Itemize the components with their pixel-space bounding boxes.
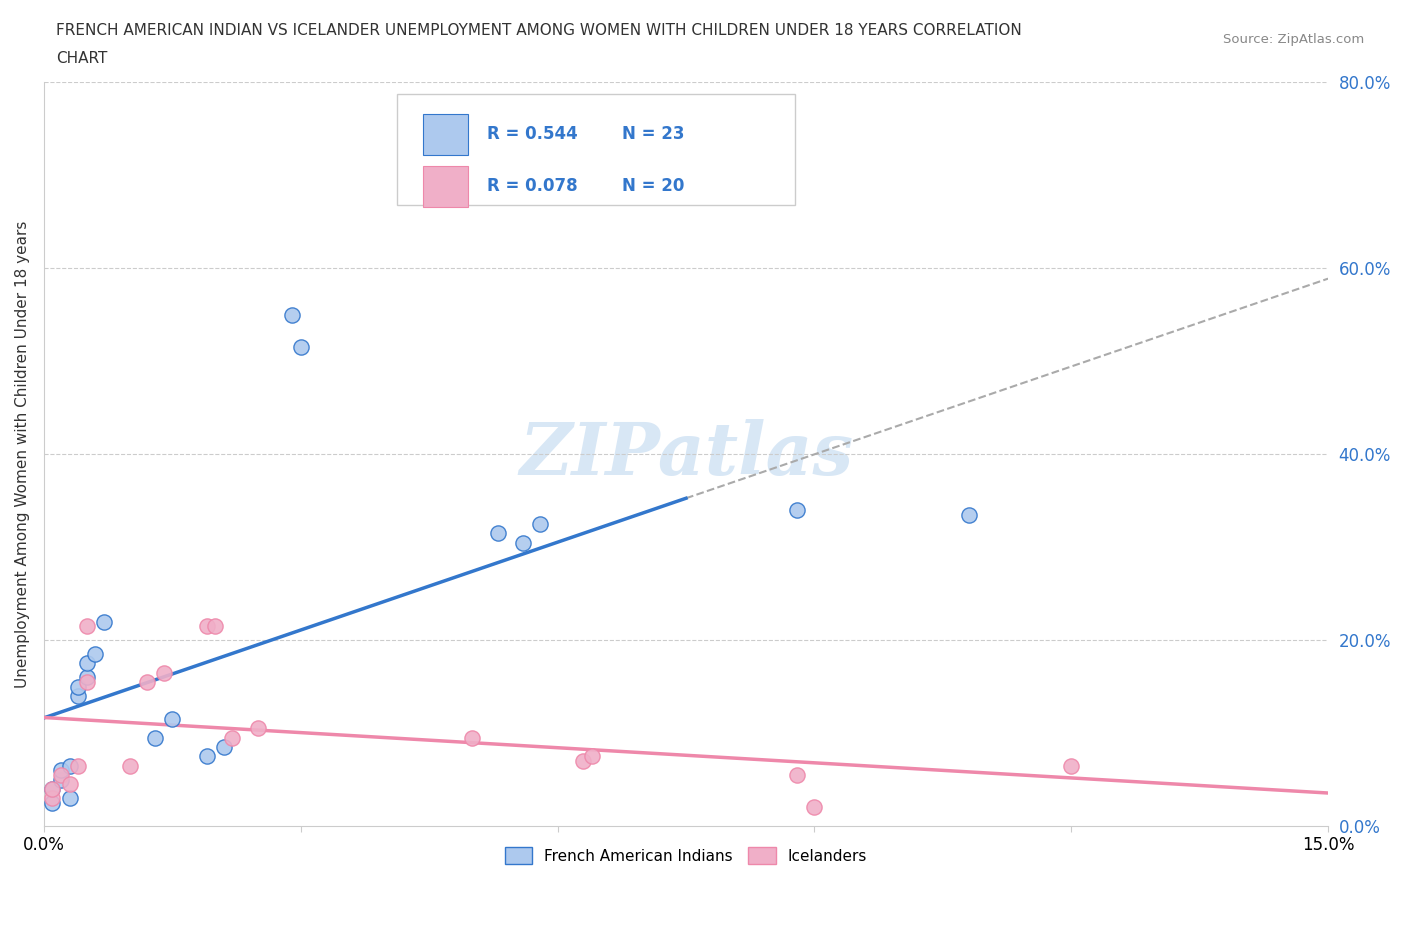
Point [76, 670, 98, 684]
Text: FRENCH AMERICAN INDIAN VS ICELANDER UNEMPLOYMENT AMONG WOMEN WITH CHILDREN UNDER: FRENCH AMERICAN INDIAN VS ICELANDER UNEM… [56, 23, 1022, 38]
Text: ZIPatlas: ZIPatlas [519, 418, 853, 490]
Point [41, 790, 63, 805]
Y-axis label: Unemployment Among Women with Children Under 18 years: Unemployment Among Women with Children U… [15, 220, 30, 688]
Point [58, 790, 80, 805]
Point [1060, 758, 1083, 773]
Point [572, 753, 595, 768]
Text: N = 20: N = 20 [621, 178, 685, 195]
Point [67, 688, 90, 703]
Point [486, 525, 509, 540]
Point [49, 767, 72, 782]
Point [41, 781, 63, 796]
Point [461, 730, 484, 745]
Point [786, 502, 808, 517]
Point [957, 507, 980, 522]
Point [195, 618, 218, 633]
Point [93, 614, 115, 629]
FancyBboxPatch shape [423, 113, 468, 154]
Point [58, 758, 80, 773]
Point [581, 749, 603, 764]
Point [49, 763, 72, 777]
Point [135, 674, 157, 689]
Legend: French American Indians, Icelanders: French American Indians, Icelanders [499, 841, 873, 870]
Point [76, 618, 98, 633]
Point [204, 618, 226, 633]
Point [529, 516, 551, 531]
Point [67, 758, 90, 773]
Point [152, 665, 174, 680]
Point [786, 767, 808, 782]
Point [49, 772, 72, 787]
Point [76, 674, 98, 689]
Point [118, 758, 141, 773]
Point [195, 749, 218, 764]
Text: R = 0.078: R = 0.078 [486, 178, 578, 195]
Point [143, 730, 166, 745]
Point [41, 781, 63, 796]
Point [290, 339, 312, 354]
Point [67, 679, 90, 694]
Point [803, 800, 825, 815]
Point [281, 308, 304, 323]
Point [212, 739, 235, 754]
Text: R = 0.544: R = 0.544 [486, 126, 578, 143]
Text: N = 23: N = 23 [621, 126, 685, 143]
FancyBboxPatch shape [423, 166, 468, 206]
Point [41, 795, 63, 810]
Text: Source: ZipAtlas.com: Source: ZipAtlas.com [1223, 33, 1364, 46]
Point [76, 656, 98, 671]
Point [246, 721, 269, 736]
FancyBboxPatch shape [396, 94, 796, 206]
Text: CHART: CHART [56, 51, 108, 66]
Point [84, 646, 107, 661]
Point [221, 730, 243, 745]
Point [162, 711, 184, 726]
Point [512, 535, 534, 550]
Point [58, 777, 80, 791]
